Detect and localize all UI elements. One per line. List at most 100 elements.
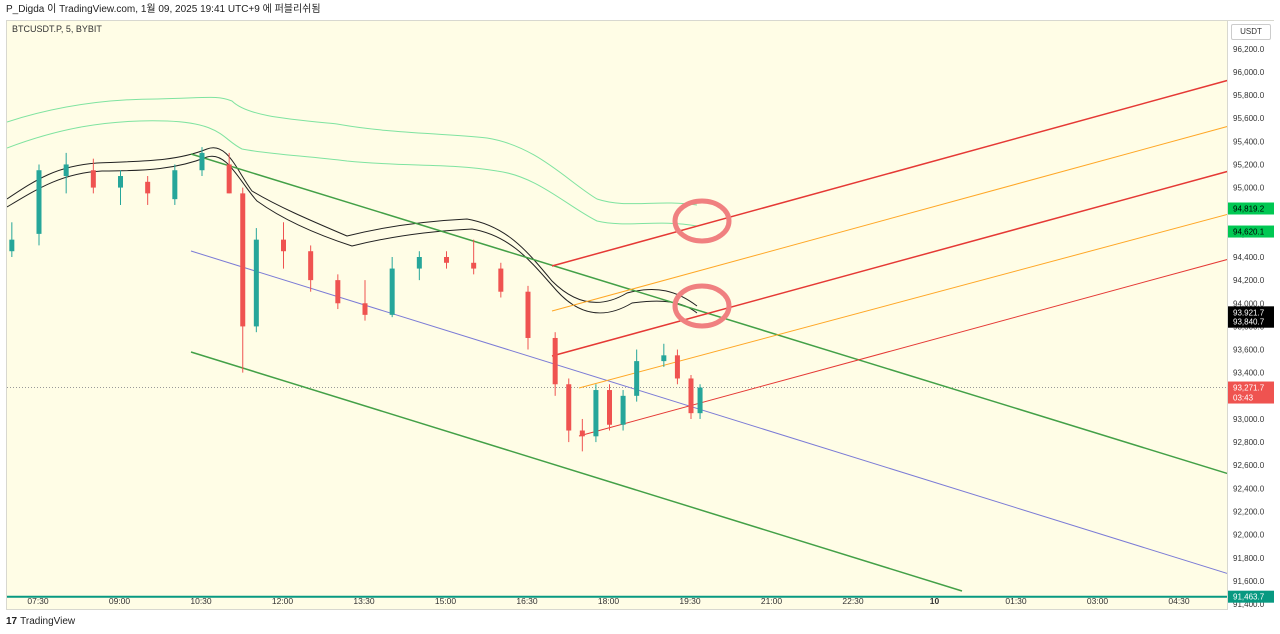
price-tick-label: 95,800.0 <box>1233 91 1265 100</box>
symbol-label: BTCUSDT.P, 5, BYBIT <box>12 24 102 34</box>
time-tick-label: 03:00 <box>1087 596 1109 606</box>
candle <box>90 170 96 188</box>
candle <box>674 355 680 379</box>
envelope-black-band-0 <box>7 147 698 307</box>
price-tick-label: 96,000.0 <box>1233 68 1265 77</box>
price-tick-label: 91,600.0 <box>1233 577 1265 586</box>
candle <box>240 193 246 327</box>
price-tick-label: 95,000.0 <box>1233 184 1265 193</box>
price-tick-label: 95,600.0 <box>1233 114 1265 123</box>
price-tick-label: 92,800.0 <box>1233 438 1265 447</box>
candle <box>471 262 477 269</box>
price-tick-label: 94,400.0 <box>1233 253 1265 262</box>
price-tick-label: 94,200.0 <box>1233 276 1265 285</box>
countdown-label: 03:43 <box>1233 394 1254 403</box>
candle <box>634 361 640 396</box>
candle <box>579 430 585 437</box>
candle <box>118 176 123 188</box>
candle <box>566 384 572 431</box>
candle <box>63 164 69 177</box>
orange-channel-line-1[interactable] <box>551 126 1228 312</box>
candle <box>416 257 422 269</box>
orange-channel-line-2[interactable] <box>578 214 1228 389</box>
candle <box>498 268 504 292</box>
price-badge-label: 94,620.1 <box>1233 228 1265 237</box>
candle <box>172 170 178 200</box>
candle <box>688 378 694 414</box>
price-axis[interactable]: 96,200.0 96,000.0 95,800.0 95,600.0 95,400.0… <box>1228 20 1274 610</box>
time-tick-label: 15:00 <box>435 596 457 606</box>
time-tick-label: 10 <box>930 596 940 606</box>
candle <box>525 291 531 338</box>
envelope-black-band-1 <box>7 155 698 314</box>
price-badge <box>1228 225 1274 238</box>
red-channel-line-2[interactable] <box>551 170 1228 357</box>
candle <box>620 395 626 425</box>
green-trendline-upper[interactable] <box>190 153 1228 475</box>
red-channel-line-3[interactable] <box>578 259 1228 437</box>
candle <box>199 152 205 171</box>
candle <box>552 337 558 385</box>
candle <box>9 239 15 252</box>
candle <box>389 268 395 315</box>
green-trendline-lower[interactable] <box>190 351 963 592</box>
price-badge-label: 93,271.7 <box>1233 384 1265 393</box>
price-badge <box>1228 202 1274 215</box>
tradingview-logo[interactable]: 17 TradingView <box>6 614 75 630</box>
price-badge-label: 94,819.2 <box>1233 205 1265 214</box>
chart-pane[interactable] <box>6 20 1228 610</box>
candle <box>607 390 612 425</box>
price-tick-label: 92,000.0 <box>1233 531 1265 540</box>
price-tick-label: 92,200.0 <box>1233 508 1265 517</box>
time-tick-label: 12:00 <box>272 596 294 606</box>
circle-marker-2[interactable] <box>672 283 732 329</box>
tv-logo-icon: 17 <box>6 616 18 627</box>
candle <box>253 239 259 327</box>
candle <box>697 387 703 414</box>
price-tick-label: 92,400.0 <box>1233 484 1265 493</box>
time-tick-label: 09:00 <box>109 596 131 606</box>
candle <box>308 251 314 281</box>
candle <box>36 170 42 234</box>
candle <box>145 181 151 194</box>
envelope-green-band-0 <box>7 96 698 206</box>
time-tick-label: 22:30 <box>842 596 864 606</box>
time-tick-label: 16:30 <box>516 596 538 606</box>
price-tick-label: 95,200.0 <box>1233 160 1265 169</box>
candle <box>661 355 667 362</box>
brand-label: TradingView <box>20 616 76 627</box>
price-badge-label: 91,463.7 <box>1233 593 1265 602</box>
time-axis[interactable]: 07:30 09:00 10:30 12:00 13:30 15:00 16:30 18:00… <box>6 590 1228 610</box>
price-badge <box>1228 306 1274 319</box>
price-tick-label: 93,600.0 <box>1233 346 1265 355</box>
candle <box>362 303 368 315</box>
price-tick-label: 91,800.0 <box>1233 554 1265 563</box>
time-tick-label: 19:30 <box>679 596 701 606</box>
candle <box>335 280 341 304</box>
time-tick-label: 10:30 <box>190 596 212 606</box>
time-tick-label: 04:30 <box>1168 596 1190 606</box>
price-tick-label: 94,000.0 <box>1233 299 1265 308</box>
blue-trendline[interactable] <box>190 250 1228 574</box>
time-tick-label: 13:30 <box>353 596 375 606</box>
chart-svg <box>7 79 1228 598</box>
time-tick-label: 21:00 <box>761 596 783 606</box>
circle-marker-1[interactable] <box>672 198 732 244</box>
publish-info: P_Digda 이 TradingView.com, 1월 09, 2025 1… <box>6 4 321 15</box>
price-tick-label: 96,200.0 <box>1233 45 1265 54</box>
currency-button[interactable]: USDT <box>1231 24 1271 40</box>
price-badge <box>1228 381 1274 404</box>
price-badge-label: 93,840.7 <box>1233 318 1265 327</box>
price-tick-label: 93,000.0 <box>1233 415 1265 424</box>
time-tick-label: 01:30 <box>1005 596 1027 606</box>
price-badge <box>1228 590 1274 603</box>
time-tick-label: 07:30 <box>27 596 49 606</box>
candle <box>281 239 286 252</box>
price-tick-label: 95,400.0 <box>1233 137 1265 146</box>
time-tick-label: 18:00 <box>598 596 620 606</box>
red-channel-line-1[interactable] <box>551 79 1228 267</box>
price-tick-label: 93,400.0 <box>1233 369 1265 378</box>
envelope-green-band-1 <box>7 120 698 227</box>
price-badge-label: 93,921.7 <box>1233 308 1265 317</box>
candle <box>444 257 449 263</box>
